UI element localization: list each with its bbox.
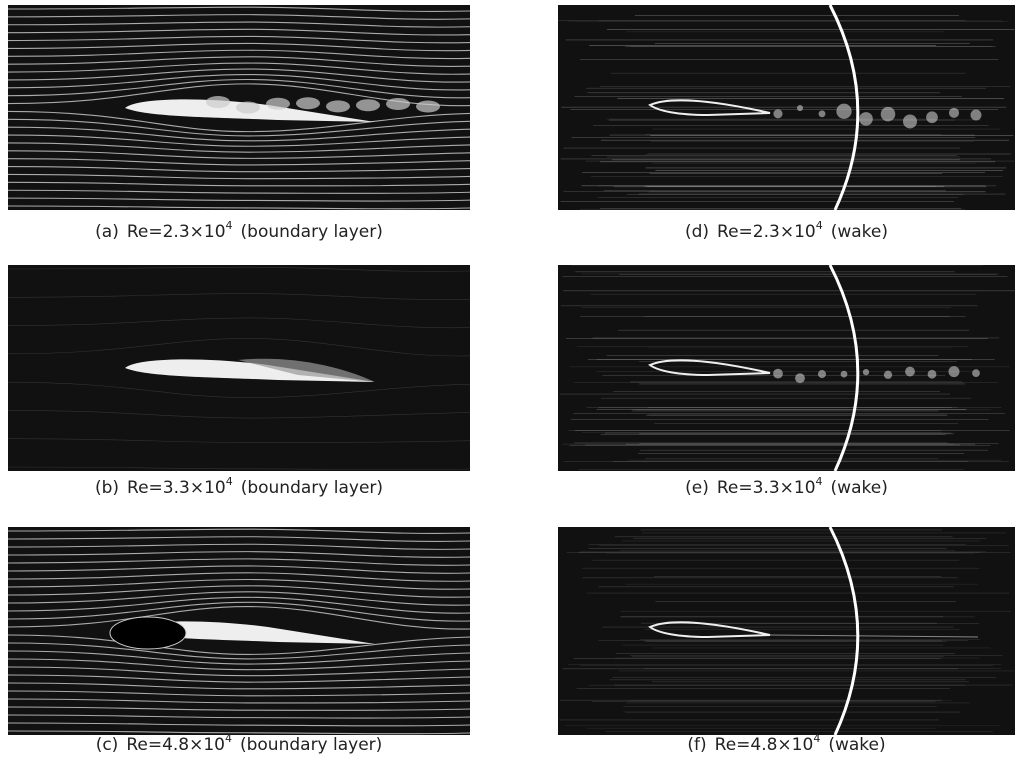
- bubble: [110, 617, 186, 649]
- caption: (f) Re=4.8×104 (wake): [687, 732, 885, 755]
- figure: (a)Re=2.3×104(boundary layer)(b)Re=3.3×1…: [0, 0, 1023, 763]
- caption-exponent: 4: [226, 475, 233, 488]
- wake-vortex: [797, 105, 803, 111]
- wake-vortex: [795, 373, 805, 383]
- caption-suffix: (wake): [831, 222, 888, 242]
- vortex: [266, 98, 290, 110]
- caption: (d) Re=2.3×104 (wake): [685, 219, 888, 242]
- caption-label: (d): [685, 222, 709, 242]
- caption-exponent: 4: [225, 732, 232, 745]
- vortex: [206, 96, 230, 108]
- caption-suffix: (wake): [828, 735, 885, 755]
- caption-suffix: (boundary layer): [241, 222, 383, 242]
- wake-vortex: [859, 112, 873, 126]
- caption-exponent: 4: [816, 475, 823, 488]
- wake-vortex: [881, 107, 896, 122]
- photo-background: [558, 265, 1015, 471]
- photo: [558, 265, 1015, 471]
- caption: (a) Re=2.3×104 (boundary layer): [95, 219, 383, 242]
- photo-background: [558, 5, 1015, 210]
- photo: [8, 265, 470, 471]
- wake-vortex: [903, 114, 917, 128]
- caption-suffix: (boundary layer): [241, 478, 383, 498]
- caption-label: (e): [685, 478, 709, 498]
- caption-exponent: 4: [226, 219, 233, 232]
- caption-exponent: 4: [813, 732, 820, 745]
- caption-reynolds: Re=4.8×10: [126, 735, 225, 755]
- photo: [558, 527, 1015, 735]
- wake-vortex: [928, 370, 937, 379]
- wake-vortex: [773, 369, 783, 379]
- wake-vortex: [949, 108, 959, 118]
- photo: [8, 5, 470, 210]
- caption-reynolds: Re=2.3×10: [717, 222, 816, 242]
- vortex: [356, 99, 380, 111]
- wake-vortex: [905, 367, 915, 377]
- vortex: [236, 102, 260, 114]
- caption: (e) Re=3.3×104 (wake): [685, 475, 888, 498]
- caption-label: (b): [95, 478, 119, 498]
- wake-vortex: [971, 109, 982, 120]
- caption-reynolds: Re=2.3×10: [127, 222, 226, 242]
- wake-vortex: [818, 370, 826, 378]
- wake-vortex: [926, 111, 938, 123]
- photo: [558, 5, 1015, 210]
- caption-label: (c): [96, 735, 119, 755]
- wake-vortex: [841, 371, 848, 378]
- wake-vortex: [884, 371, 892, 379]
- caption-reynolds: Re=3.3×10: [717, 478, 816, 498]
- caption-reynolds: Re=4.8×10: [715, 735, 814, 755]
- photo: [8, 527, 470, 735]
- vortex: [386, 98, 410, 110]
- wake-vortex: [773, 109, 782, 118]
- vortex: [416, 101, 440, 113]
- caption-label: (f): [687, 735, 706, 755]
- wake-vortex: [836, 104, 851, 119]
- caption-suffix: (wake): [831, 478, 888, 498]
- caption-label: (a): [95, 222, 119, 242]
- caption: (c) Re=4.8×104 (boundary layer): [96, 732, 383, 755]
- wake-vortex: [863, 369, 869, 375]
- photo-background: [558, 527, 1015, 735]
- caption-reynolds: Re=3.3×10: [127, 478, 226, 498]
- vortex: [296, 97, 320, 109]
- wake-vortex: [819, 110, 826, 117]
- caption-suffix: (boundary layer): [240, 735, 382, 755]
- vortex: [326, 100, 350, 112]
- wake-vortex: [972, 369, 980, 377]
- wake-vortex: [948, 366, 959, 377]
- caption-exponent: 4: [816, 219, 823, 232]
- caption: (b) Re=3.3×104 (boundary layer): [95, 475, 383, 498]
